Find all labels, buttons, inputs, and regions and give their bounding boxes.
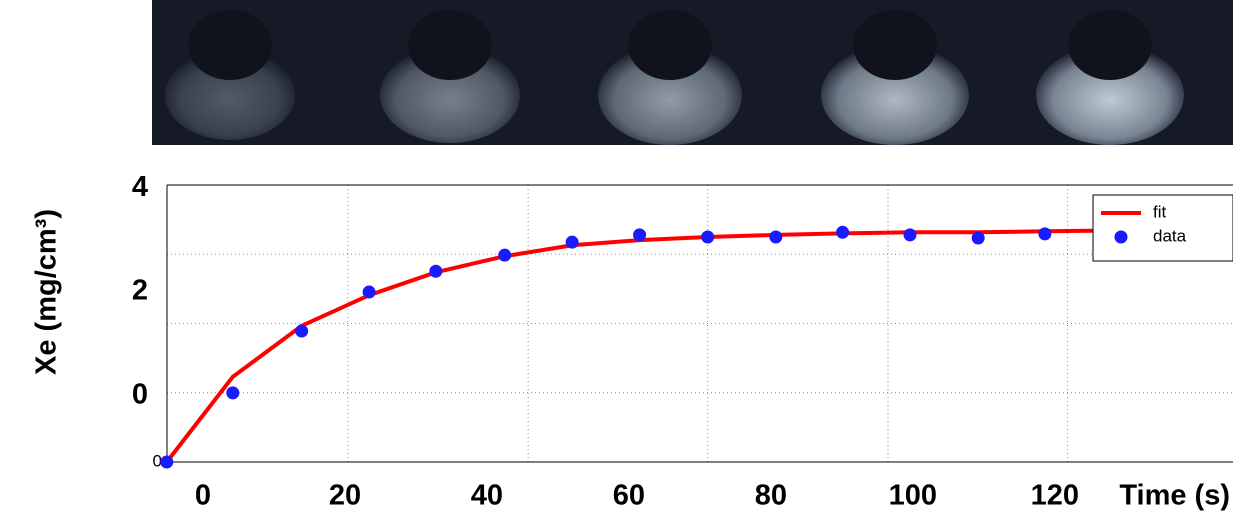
data-point	[633, 228, 646, 241]
x-axis-label: Time (s)	[1119, 480, 1230, 512]
data-point	[904, 228, 917, 241]
y2-tick-label: 4	[132, 171, 148, 203]
x-tick-label: 40	[471, 480, 503, 512]
mri-strip	[152, 0, 1233, 145]
x-tick-label: 60	[613, 480, 645, 512]
x-tick-label: 100	[889, 480, 937, 512]
fit-line	[167, 229, 1233, 462]
x-tick-label: 120	[1031, 480, 1079, 512]
data-point	[498, 249, 511, 262]
x-tick-label: 80	[755, 480, 787, 512]
legend-label: fit	[1153, 202, 1167, 221]
x-tick-label: 0	[195, 480, 211, 512]
data-point	[160, 456, 173, 469]
data-point	[295, 325, 308, 338]
chart: Xe (mg/cm³) Time (s) 0024020406080100120…	[0, 0, 1233, 528]
data-point	[1038, 227, 1051, 240]
y-axis-label: Xe (mg/cm³)	[31, 209, 63, 375]
y2-tick-label: 0	[132, 379, 148, 411]
data-point	[836, 226, 849, 239]
data-point	[226, 386, 239, 399]
data-point	[972, 232, 985, 245]
y2-tick-label: 2	[132, 275, 148, 307]
data-point	[566, 236, 579, 249]
legend-label: data	[1153, 226, 1187, 245]
legend: fit data	[1093, 195, 1233, 261]
data-point	[769, 230, 782, 243]
x-tick-label: 20	[329, 480, 361, 512]
legend-swatch	[1115, 231, 1128, 244]
data-point	[429, 265, 442, 278]
data-point	[701, 230, 714, 243]
data-point	[363, 286, 376, 299]
